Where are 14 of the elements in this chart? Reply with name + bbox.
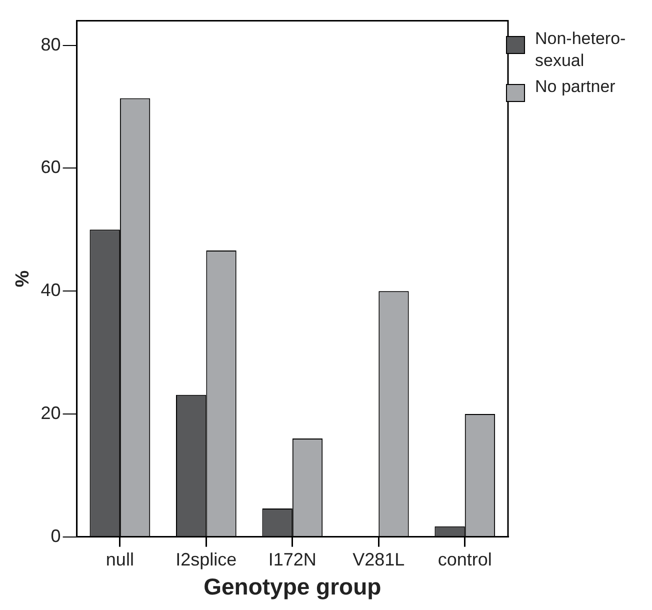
x-tick-label: V281L [352, 550, 405, 570]
y-tick-label: 40 [40, 280, 61, 300]
legend-label: No partner [535, 76, 616, 98]
y-tick-label: 0 [50, 526, 61, 546]
x-tick-label: control [438, 550, 492, 570]
y-tick-label: 60 [40, 157, 61, 178]
y-tick-label: 80 [40, 34, 61, 54]
x-tick-label: null [106, 550, 134, 570]
legend-label: Non-hetero-sexual [535, 28, 627, 72]
x-axis-title: Genotype group [204, 574, 382, 600]
x-tick-label: I2splice [176, 550, 237, 570]
y-axis-title: % [12, 270, 34, 288]
x-tick-label: I172N [268, 550, 316, 570]
y-tick-label: 20 [40, 402, 61, 423]
